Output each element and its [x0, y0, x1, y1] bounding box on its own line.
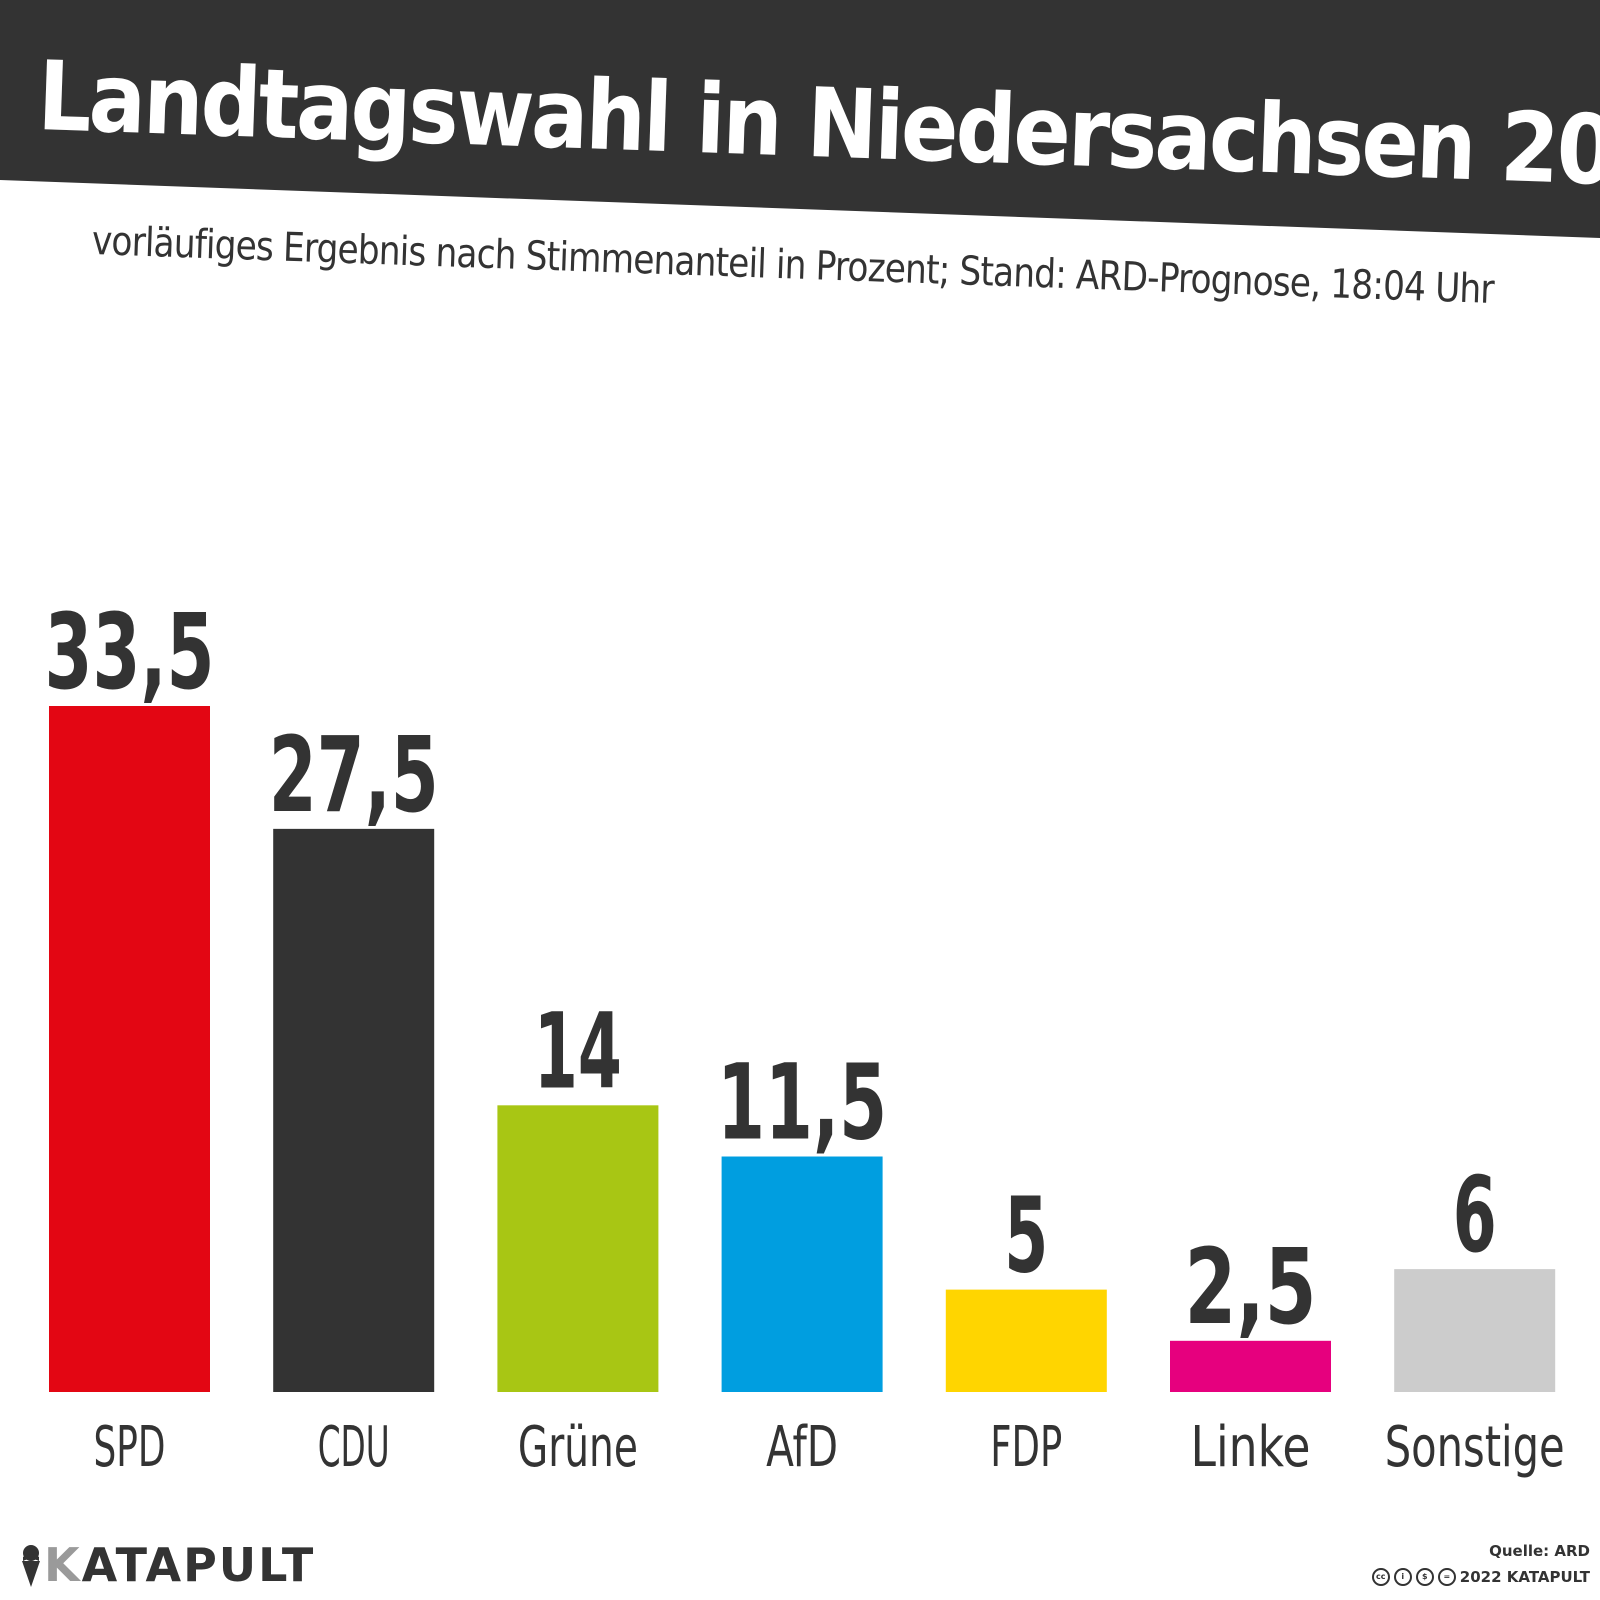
value-labels: 33,5 27,5 14 11,5 5 2,5 6	[45, 591, 1497, 1348]
category-label-linke: Linke	[1191, 1415, 1311, 1480]
bar-linke	[1170, 1340, 1331, 1392]
category-labels: SPD CDU Grüne AfD FDP Linke Sonstige	[94, 1415, 1565, 1480]
nd-icon: =	[1437, 1568, 1456, 1586]
value-label-fdp: 5	[1004, 1175, 1048, 1297]
source-note: Quelle: ARD	[1489, 1542, 1590, 1560]
bar-afd	[721, 1156, 883, 1392]
nc-icon: $	[1415, 1568, 1434, 1586]
bar-fdp	[945, 1289, 1107, 1392]
value-label-gr-ne: 14	[534, 990, 622, 1112]
bar-sonstige	[1394, 1269, 1556, 1392]
bar-series	[49, 706, 1556, 1392]
bar-cdu	[273, 828, 435, 1392]
ice-cream-icon	[22, 1545, 40, 1587]
category-label-afd: AfD	[766, 1415, 838, 1480]
katapult-logo: KATAPULT	[18, 1538, 315, 1592]
category-label-fdp: FDP	[990, 1415, 1062, 1480]
title-banner-shape	[0, 0, 1600, 238]
value-label-sonstige: 6	[1453, 1154, 1497, 1276]
cc-icon: cc	[1371, 1568, 1390, 1586]
logo-rest: ATAPULT	[81, 1538, 316, 1592]
category-label-cdu: CDU	[318, 1415, 390, 1480]
value-label-afd: 11,5	[717, 1042, 887, 1164]
logo-wordmark: KATAPULT	[44, 1538, 315, 1592]
value-label-cdu: 27,5	[269, 714, 439, 836]
value-label-spd: 33,5	[45, 591, 215, 713]
bar-gr-ne	[497, 1105, 659, 1392]
logo-k: K	[44, 1538, 82, 1592]
copyright-text: 2022 KATAPULT	[1459, 1568, 1590, 1586]
license-credit: cc i $ = 2022 KATAPULT	[1371, 1568, 1590, 1586]
category-label-spd: SPD	[94, 1415, 166, 1480]
category-label-sonstige: Sonstige	[1385, 1415, 1565, 1480]
by-icon: i	[1393, 1568, 1412, 1586]
title-banner	[0, 0, 1600, 238]
value-label-linke: 2,5	[1185, 1226, 1317, 1348]
category-label-gr-ne: Grüne	[518, 1415, 638, 1480]
bar-spd	[49, 706, 210, 1392]
